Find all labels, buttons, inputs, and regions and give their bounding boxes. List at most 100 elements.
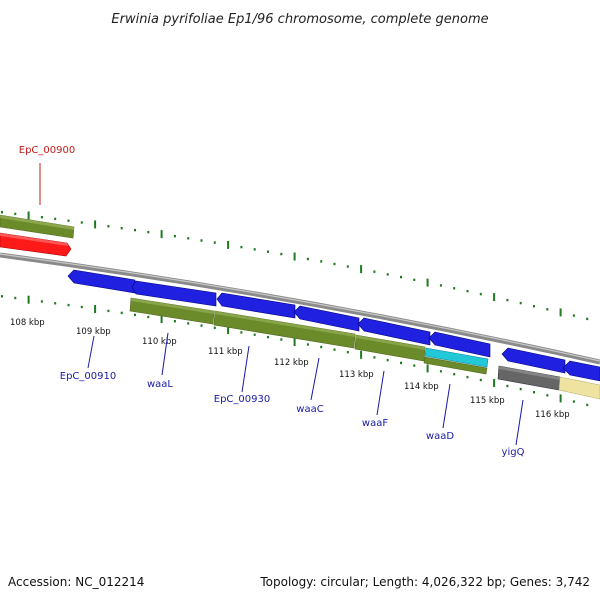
outer-tick <box>40 216 43 219</box>
inner-tick <box>134 313 136 317</box>
outer-tick <box>546 308 549 311</box>
outer-tick <box>426 278 429 287</box>
red-gene-highlight <box>0 233 68 246</box>
gene-arrow-yigQ <box>501 347 566 374</box>
leader-waaD <box>442 383 451 429</box>
outer-tick <box>533 305 535 308</box>
outer-tick <box>559 308 562 317</box>
outer-tick <box>173 235 176 238</box>
outer-tick <box>200 239 203 242</box>
leader-waaF <box>376 370 385 416</box>
leader-waaC <box>310 357 320 401</box>
leader-yigQ <box>515 399 524 446</box>
outer-tick <box>80 221 83 224</box>
inner-tick <box>240 331 243 334</box>
outer-tick <box>227 240 230 249</box>
reverse-gene-track <box>129 297 600 400</box>
outer-tick <box>147 230 150 234</box>
olive-gene-1 <box>129 297 215 325</box>
genome-backbone <box>0 252 600 365</box>
outer-tick <box>306 257 309 261</box>
outer-tick <box>14 212 17 216</box>
outer-tick <box>120 227 123 230</box>
inner-tick <box>559 394 562 403</box>
inner-tick <box>360 350 363 359</box>
kbp-label-116: 116 kbp <box>535 410 570 420</box>
outer-tick <box>293 252 296 261</box>
inner-tick <box>187 322 190 325</box>
inner-tick <box>213 326 216 329</box>
inner-tick <box>160 315 163 324</box>
inner-tick <box>80 305 83 309</box>
gene-label-waaF: waaF <box>362 418 388 429</box>
backbone-highlight <box>0 253 600 362</box>
outer-tick <box>27 211 30 220</box>
gray-highlight <box>499 366 560 380</box>
outer-tick <box>413 278 416 281</box>
outer-tick <box>519 301 522 305</box>
outer-tick <box>346 265 349 268</box>
inner-tick <box>586 403 589 407</box>
kbp-label-114: 114 kbp <box>404 382 439 392</box>
outer-tick <box>386 273 389 276</box>
inner-tick <box>519 387 522 391</box>
inner-tick <box>306 343 309 346</box>
olive-gene-4 <box>423 356 488 375</box>
inner-tick <box>493 379 496 387</box>
outer-tick <box>320 260 323 263</box>
kbp-label-112: 112 kbp <box>274 358 309 368</box>
gene-labels: EpC_00900 EpC_00910 waaL EpC_00930 waaC … <box>19 145 525 458</box>
outer-tick-track <box>1 211 589 321</box>
inner-tick <box>40 300 43 303</box>
kbp-label-111: 111 kbp <box>208 347 243 357</box>
outer-tick <box>400 275 402 279</box>
outer-tick <box>360 265 363 274</box>
scale-labels: 108 kbp 109 kbp 110 kbp 111 kbp 112 kbp … <box>10 318 570 420</box>
inner-tick <box>333 348 336 351</box>
inner-tick-track <box>1 295 589 407</box>
inner-tick <box>107 309 110 313</box>
inner-tick <box>200 324 203 327</box>
inner-tick <box>120 311 123 315</box>
cyan-gene <box>424 347 489 368</box>
gene-arrow-right <box>562 360 600 382</box>
gene-arrow-waaC <box>293 305 360 332</box>
inner-tick <box>413 364 416 367</box>
inner-tick <box>173 320 176 323</box>
inner-tick <box>506 384 509 388</box>
inner-tick <box>1 295 3 298</box>
kbp-label-108: 108 kbp <box>10 318 45 328</box>
leader-EpC_00910 <box>87 335 95 369</box>
inner-tick <box>453 373 456 376</box>
inner-tick <box>439 370 442 373</box>
olive-highlight-1 <box>131 298 214 314</box>
gene-label-waaC: waaC <box>296 404 323 415</box>
kbp-label-110: 110 kbp <box>142 337 177 347</box>
map-title: Erwinia pyrifoliae Ep1/96 chromosome, co… <box>111 12 488 27</box>
outer-tick <box>187 237 190 240</box>
kbp-label-109: 109 kbp <box>76 327 111 337</box>
outer-tick <box>572 314 575 317</box>
outer-tick <box>267 250 269 253</box>
outer-tick <box>373 270 376 273</box>
inner-tick <box>27 295 30 304</box>
inner-tick <box>293 338 296 346</box>
outer-tick <box>67 219 70 222</box>
outer-tick <box>333 262 336 266</box>
olive-gene-highlight <box>0 215 74 230</box>
inner-tick <box>546 394 549 397</box>
inner-tick <box>280 338 283 341</box>
gene-arrow-waaF <box>357 317 431 346</box>
gene-label-yigQ: yigQ <box>502 447 525 458</box>
leader-waaL <box>161 332 169 376</box>
gene-label-EpC_00930: EpC_00930 <box>214 394 270 405</box>
yellow-gene <box>558 376 600 400</box>
forward-gene-track <box>67 269 600 382</box>
outer-tick <box>439 284 442 287</box>
inner-tick <box>426 364 429 373</box>
outer-tick <box>506 298 509 302</box>
outer-tick <box>54 217 57 221</box>
topology-summary: Topology: circular; Length: 4,026,322 bp… <box>259 575 590 589</box>
outer-tick <box>479 292 482 296</box>
kbp-label-113: 113 kbp <box>339 370 374 380</box>
